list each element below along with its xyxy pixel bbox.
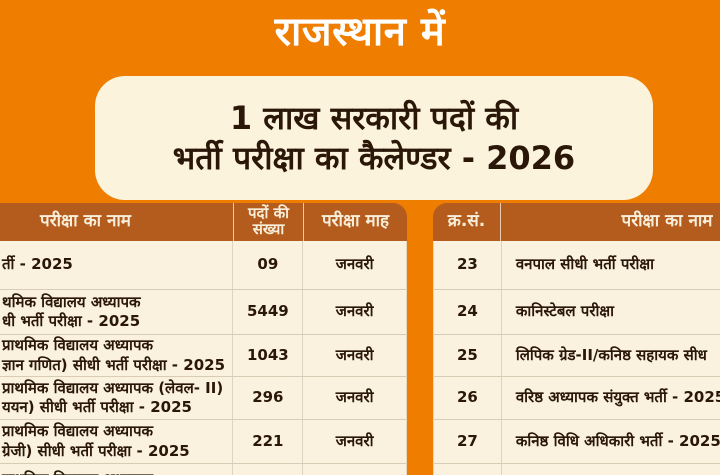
exam-month-cell: जनवरी [302,377,406,419]
table-row-partial [434,463,720,475]
exam-name-cell [500,464,720,475]
table-row: प्राथमिक विद्यालय अध्यापक (लेवल- II) ययन… [0,376,406,419]
exam-month-cell: जनवरी [302,420,406,463]
exam-name-cell: प्राथमिक विद्यालय अध्यापक ज्ञान गणित) सी… [2,336,226,374]
exam-name-cell: प्राथमिक विद्यालय अध्यापक (लेवल- II) ययन… [2,378,224,417]
exam-month-cell: जनवरी [302,290,406,334]
serial-number-cell [434,464,501,475]
post-count-cell: 296 [232,377,302,419]
serial-number-cell: 24 [456,302,478,321]
table-row: 25 लिपिक ग्रेड-II/कनिष्ठ सहायक सीध [434,334,720,376]
serial-number-cell: 27 [456,431,478,450]
exam-name-cell: लिपिक ग्रेड-II/कनिष्ठ सहायक सीध [500,335,720,376]
left-table-body: र्ती - 2025 09 जनवरी थमिक विद्यालय अध्या… [0,241,407,475]
header-exam-name: परीक्षा का नाम [40,211,131,232]
table-row: प्राथमिक विद्यालय अध्यापक ग्रेजी) सीधी भ… [0,419,406,463]
header-exam-name: परीक्षा का नाम [500,203,720,241]
exam-name-cell: वनपाल सीधी भर्ती परीक्षा [500,241,720,289]
exam-name-cell: थमिक विद्यालय अध्यापक धी भर्ती परीक्षा -… [2,292,141,331]
post-count-cell: 221 [232,420,302,463]
post-count-cell: 09 [232,241,302,289]
header-post-count: पदों की संख्या [233,203,303,241]
table-row-partial: प्राथमिक विद्यालय अध्यापक [0,463,406,475]
table-row: 26 वरिष्ठ अध्यापक संयुक्त भर्ती - 2025(म [434,376,720,419]
left-exam-table: परीक्षा का नाम पदों की संख्या परीक्षा मा… [0,203,407,475]
header-exam-month: परीक्षा माह [303,203,407,241]
exam-name-cell: वरिष्ठ अध्यापक संयुक्त भर्ती - 2025(म [500,377,720,419]
table-row: 23 वनपाल सीधी भर्ती परीक्षा [434,241,720,289]
banner-line-1: 1 लाख सरकारी पदों की [229,99,519,137]
page-title: राजस्थान में [274,9,446,55]
serial-number-cell: 23 [456,255,478,274]
table-row: र्ती - 2025 09 जनवरी [0,241,406,289]
exam-name-cell: कानिस्टेबल परीक्षा [500,290,720,334]
serial-number-cell: 26 [456,388,478,407]
exam-month-cell [302,464,406,475]
table-row: प्राथमिक विद्यालय अध्यापक ज्ञान गणित) सी… [0,334,406,376]
exam-name-cell: प्राथमिक विद्यालय अध्यापक [0,464,232,475]
post-count-cell: 5449 [232,290,302,334]
recruitment-banner: 1 लाख सरकारी पदों की भर्ती परीक्षा का कै… [95,76,653,200]
right-table-body: 23 वनपाल सीधी भर्ती परीक्षा 24 कानिस्टेब… [433,241,720,475]
exam-name-cell: कनिष्ठ विधि अधिकारी भर्ती - 2025 [500,420,720,463]
left-table-header-row: परीक्षा का नाम पदों की संख्या परीक्षा मा… [0,203,407,241]
table-row: 24 कानिस्टेबल परीक्षा [434,289,720,334]
serial-number-cell: 25 [456,345,478,364]
exam-month-cell: जनवरी [302,241,406,289]
post-count-cell: 1043 [232,335,302,376]
exam-name-cell: र्ती - 2025 [2,255,73,274]
right-exam-table: क्र.सं. परीक्षा का नाम 23 वनपाल सीधी भर्… [433,203,720,475]
header-serial-number: क्र.सं. [447,211,486,232]
right-table-header-row: क्र.सं. परीक्षा का नाम [433,203,720,241]
table-row: 27 कनिष्ठ विधि अधिकारी भर्ती - 2025 [434,419,720,463]
post-count-cell [232,464,302,475]
exam-name-cell: प्राथमिक विद्यालय अध्यापक ग्रेजी) सीधी भ… [2,422,190,460]
exam-month-cell: जनवरी [302,335,406,376]
table-row: थमिक विद्यालय अध्यापक धी भर्ती परीक्षा -… [0,289,406,334]
banner-line-2: भर्ती परीक्षा का कैलेण्डर - 2026 [172,139,576,177]
